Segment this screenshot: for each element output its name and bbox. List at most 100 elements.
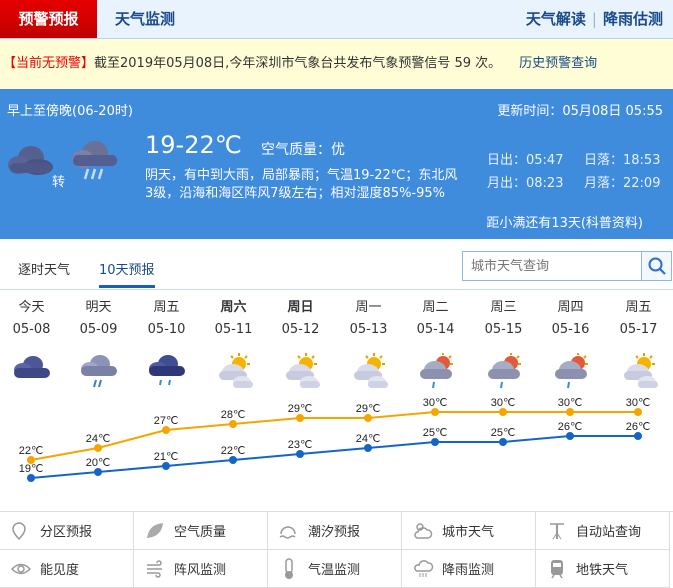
quick-link-label: 自动站查询: [576, 525, 642, 540]
moonrise: 月出：08:23: [487, 176, 564, 191]
quick-link-map-pin[interactable]: 分区预报: [0, 512, 134, 550]
quick-link-leaf[interactable]: 空气质量: [134, 512, 268, 550]
desc-line-2: 3级，沿海和海区阵风7级左右；相对湿度85%-95%: [145, 186, 446, 201]
quick-link-label: 气温监测: [308, 563, 361, 578]
tide-icon: [279, 525, 296, 539]
leaf-icon: [147, 522, 163, 538]
weekday: 周三: [490, 300, 517, 315]
data-point: [296, 450, 304, 458]
data-label: 26℃: [558, 421, 583, 433]
warning-text: 截至2019年05月08日,今年深圳市气象台共发布气象预警信号 59 次。: [94, 56, 502, 71]
data-point: [27, 456, 35, 464]
tab-hourly[interactable]: 逐时天气: [18, 263, 71, 278]
partly-cloudy-icon: [623, 353, 658, 388]
rain-icon: [148, 355, 185, 386]
quick-link-label: 分区预报: [40, 525, 93, 540]
date: 05-15: [484, 322, 523, 337]
quick-link-label: 能见度: [40, 563, 80, 578]
weekday: 周日: [287, 300, 314, 315]
data-label: 25℃: [423, 427, 448, 439]
quick-link-eye[interactable]: 能见度: [0, 550, 134, 588]
date: 05-13: [349, 322, 388, 337]
overcast-icon: [8, 146, 53, 175]
date: 05-12: [281, 322, 320, 337]
date: 05-17: [619, 322, 658, 337]
data-point: [566, 408, 574, 416]
quick-link-train[interactable]: 地铁天气: [536, 550, 670, 588]
heavy-rain-icon: [72, 141, 117, 180]
quick-link-tide[interactable]: 潮汐预报: [268, 512, 402, 550]
data-point: [162, 426, 170, 434]
data-point: [634, 432, 642, 440]
quick-link-weather-station[interactable]: 自动站查询: [536, 512, 670, 550]
data-label: 30℃: [558, 397, 583, 409]
divider: |: [591, 10, 597, 28]
sunrise: 日出：05:47: [487, 153, 564, 168]
warning-status: 【当前无预警】: [3, 56, 95, 71]
aqi-label: 空气质量：: [261, 142, 331, 158]
quick-link-label: 空气质量: [174, 525, 227, 540]
temp-range: 19-22℃: [145, 131, 242, 159]
quick-link-rain-cloud[interactable]: 降雨监测: [402, 550, 536, 588]
data-point: [229, 456, 237, 464]
date: 05-10: [147, 322, 186, 337]
data-label: 19℃: [19, 463, 44, 475]
data-point: [499, 438, 507, 446]
tab-warning-forecast[interactable]: 预警预报: [0, 0, 97, 38]
quick-link-label: 地铁天气: [576, 563, 629, 578]
quick-link-label: 城市天气: [442, 525, 495, 540]
tab-weather-monitor[interactable]: 天气监测: [115, 10, 176, 28]
data-point: [94, 444, 102, 452]
data-label: 22℃: [221, 445, 246, 457]
forecast-tabs: 逐时天气 10天预报: [0, 240, 673, 290]
date: 05-09: [79, 322, 118, 337]
sun-cloud-icon: [414, 522, 433, 539]
data-label: 27℃: [154, 415, 179, 427]
data-point: [364, 444, 372, 452]
quick-links: 分区预报 空气质量 潮汐预报 城市天气 自动站查询能见度 阵风监测 气温监测 降雨监测 地铁天气: [0, 511, 673, 588]
partly-cloudy-icon: [353, 353, 388, 388]
data-label: 29℃: [356, 403, 381, 415]
city-search: [462, 251, 672, 281]
day-forecast: 周三 05-15: [470, 296, 537, 396]
map-pin-icon: [12, 521, 26, 540]
day-forecast: 周一 05-13: [335, 296, 402, 396]
weekday: 周一: [355, 300, 382, 315]
warning-bar: 【当前无预警】截至2019年05月08日,今年深圳市气象台共发布气象预警信号 5…: [0, 39, 673, 89]
date: 05-11: [214, 322, 253, 337]
thermometer-icon: [285, 557, 293, 579]
day-forecast: 周日 05-12: [267, 296, 334, 396]
solar-term-link[interactable]: 距小满还有13天(科普资料): [486, 216, 643, 231]
eye-icon: [10, 563, 32, 574]
data-point: [634, 408, 642, 416]
data-point: [296, 414, 304, 422]
history-warning-link[interactable]: 历史预警查询: [519, 56, 598, 71]
train-icon: [551, 559, 563, 578]
data-label: 21℃: [154, 451, 179, 463]
overcast-icon: [13, 356, 50, 378]
data-label: 24℃: [86, 433, 111, 445]
series-line-0: [30, 411, 638, 461]
series-line-1: [30, 435, 638, 479]
rain-cloud-icon: [414, 559, 434, 577]
city-search-input[interactable]: [463, 252, 641, 280]
data-label: 29℃: [288, 403, 313, 415]
tab-10-day[interactable]: 10天预报: [99, 259, 155, 288]
link-weather-interpretation[interactable]: 天气解读: [525, 10, 586, 28]
day-forecast: 今天 05-08: [0, 296, 65, 396]
shower-icon: [419, 353, 453, 389]
link-rain-estimate[interactable]: 降雨估测: [602, 10, 663, 28]
search-icon: [648, 257, 666, 275]
quick-link-thermometer[interactable]: 气温监测: [268, 550, 402, 588]
quick-link-wind[interactable]: 阵风监测: [134, 550, 268, 588]
day-forecast: 周五 05-17: [605, 296, 672, 396]
day-forecast: 明天 05-09: [65, 296, 132, 396]
data-label: 24℃: [356, 433, 381, 445]
data-point: [431, 438, 439, 446]
quick-link-sun-cloud[interactable]: 城市天气: [402, 512, 536, 550]
date: 05-14: [416, 322, 455, 337]
top-nav: 预警预报 天气监测 天气解读 | 降雨估测: [0, 0, 673, 39]
weekday: 周四: [557, 300, 584, 315]
search-button[interactable]: [641, 252, 671, 280]
weekday: 周六: [220, 300, 247, 315]
